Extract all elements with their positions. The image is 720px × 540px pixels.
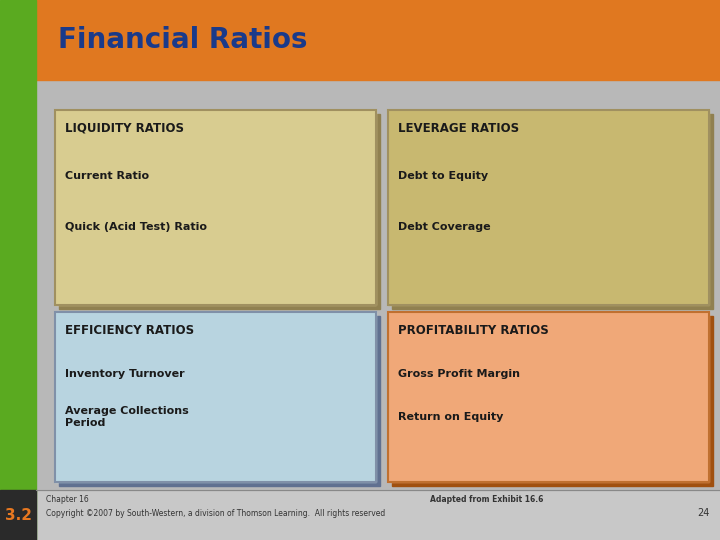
Text: Adapted from Exhibit 16.6: Adapted from Exhibit 16.6 (430, 496, 544, 504)
Bar (392, 316, 713, 486)
Bar (392, 114, 713, 309)
Bar (36, 80, 720, 490)
Bar (55, 312, 376, 482)
Bar (36, 0, 720, 80)
Text: Quick (Acid Test) Ratio: Quick (Acid Test) Ratio (65, 222, 207, 233)
Text: EFFICIENCY RATIOS: EFFICIENCY RATIOS (65, 323, 194, 336)
Bar (388, 110, 709, 305)
Bar (59, 114, 380, 309)
Text: Current Ratio: Current Ratio (65, 171, 149, 181)
Bar (55, 110, 376, 305)
Text: Average Collections
Period: Average Collections Period (65, 406, 189, 428)
Text: Inventory Turnover: Inventory Turnover (65, 369, 184, 379)
Text: Return on Equity: Return on Equity (398, 412, 503, 422)
Bar (0, 0, 36, 540)
Bar (388, 110, 709, 305)
Text: 3.2: 3.2 (4, 508, 32, 523)
Bar (59, 316, 380, 486)
Text: Gross Profit Margin: Gross Profit Margin (398, 369, 520, 379)
Text: Financial Ratios: Financial Ratios (58, 26, 307, 54)
Text: Debt to Equity: Debt to Equity (398, 171, 488, 181)
Bar (388, 312, 709, 482)
Text: 24: 24 (698, 508, 710, 518)
Text: Debt Coverage: Debt Coverage (398, 222, 490, 233)
Text: PROFITABILITY RATIOS: PROFITABILITY RATIOS (398, 323, 549, 336)
Text: Copyright ©2007 by South-Western, a division of Thomson Learning.  All rights re: Copyright ©2007 by South-Western, a divi… (46, 509, 385, 517)
Bar (388, 312, 709, 482)
Bar (55, 312, 376, 482)
Text: LEVERAGE RATIOS: LEVERAGE RATIOS (398, 122, 519, 134)
Text: LIQUIDITY RATIOS: LIQUIDITY RATIOS (65, 122, 184, 134)
Bar (55, 110, 376, 305)
Bar (0, 490, 36, 540)
Text: Chapter 16: Chapter 16 (46, 496, 89, 504)
